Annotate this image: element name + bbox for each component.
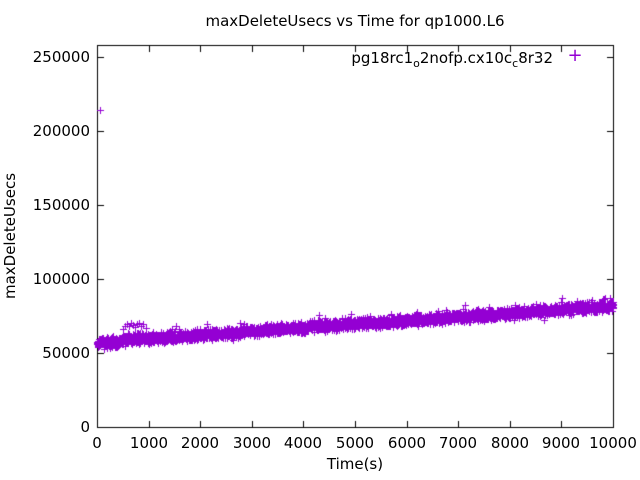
y-tick-label: 250000 bbox=[32, 48, 90, 66]
x-tick-label: 3000 bbox=[232, 434, 272, 452]
x-axis-label: Time(s) bbox=[326, 455, 384, 473]
plus-marker-icon: + bbox=[567, 45, 583, 66]
x-tick-label: 8000 bbox=[490, 434, 530, 452]
y-tick-label: 150000 bbox=[32, 196, 90, 214]
legend-label-segment: pg18rc1 bbox=[351, 49, 414, 67]
y-axis-label: maxDeleteUsecs bbox=[1, 172, 19, 300]
legend-label-subscript: o bbox=[413, 57, 420, 70]
x-tick-label: 9000 bbox=[541, 434, 581, 452]
x-tick-label: 10000 bbox=[589, 434, 637, 452]
x-tick-label: 2000 bbox=[180, 434, 220, 452]
y-tick-label: 50000 bbox=[42, 344, 90, 362]
x-tick-label: 1000 bbox=[129, 434, 169, 452]
legend-label-segment: 8r32 bbox=[518, 49, 553, 67]
x-tick-label: 4000 bbox=[283, 434, 323, 452]
legend-label-segment: 2nofp.cx10c bbox=[419, 49, 513, 67]
legend-label-subscript: c bbox=[512, 57, 519, 70]
x-tick-label: 6000 bbox=[387, 434, 427, 452]
y-tick-label: 200000 bbox=[32, 122, 90, 140]
legend-series-label: pg18rc1o2nofp.cx10cc8r32 bbox=[351, 49, 553, 73]
x-tick-label: 5000 bbox=[335, 434, 375, 452]
x-tick-label: 7000 bbox=[438, 434, 478, 452]
y-tick-label: 100000 bbox=[32, 270, 90, 288]
chart-title: maxDeleteUsecs vs Time for qp1000.L6 bbox=[205, 12, 505, 30]
y-tick-label: 0 bbox=[80, 418, 90, 436]
x-tick-label: 0 bbox=[92, 434, 102, 452]
